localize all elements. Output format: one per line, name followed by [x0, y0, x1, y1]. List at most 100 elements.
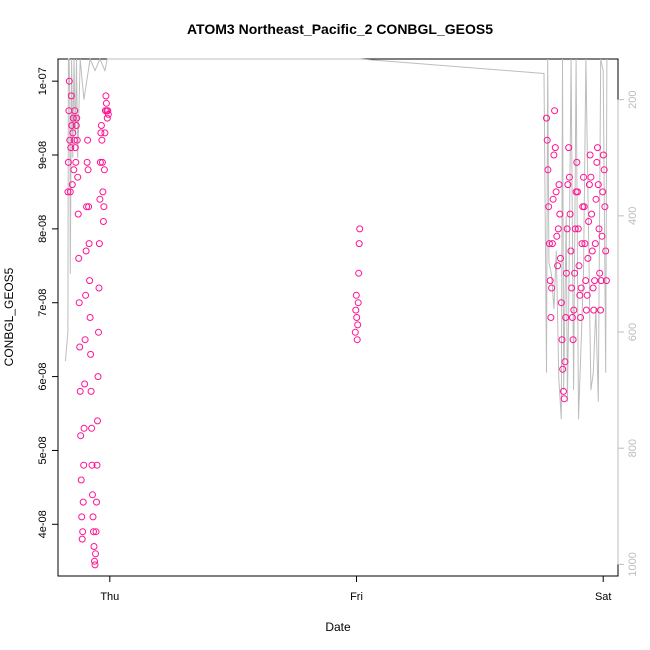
data-point [573, 158, 581, 166]
data-point [574, 225, 582, 233]
data-point [80, 461, 88, 469]
data-point [586, 151, 594, 159]
data-point [595, 225, 603, 233]
x-axis: Thu Fri Sat [100, 575, 611, 603]
data-point [553, 232, 561, 240]
data-point [97, 122, 105, 129]
data-point [102, 92, 110, 100]
data-point [78, 535, 86, 543]
data-point [101, 129, 109, 137]
data-point [575, 262, 583, 270]
data-point [93, 461, 101, 469]
data-point [75, 254, 83, 262]
data-point [545, 203, 553, 211]
data-point [568, 284, 576, 292]
data-point [95, 328, 102, 336]
data-point [582, 277, 590, 285]
y-tick-label: 5e-08 [37, 436, 49, 464]
data-point [86, 277, 94, 285]
data-point [351, 328, 359, 336]
data-point [100, 166, 108, 174]
data-point [99, 218, 107, 225]
data-point [548, 284, 556, 292]
data-point [599, 188, 607, 196]
data-point [584, 254, 592, 262]
data-point [91, 561, 99, 569]
data-point [588, 210, 596, 218]
plot-frame [57, 58, 619, 577]
data-point [86, 314, 94, 321]
data-point [565, 173, 573, 181]
right-tick-label: 400 [627, 207, 639, 225]
data-point [64, 158, 72, 166]
data-point [587, 173, 595, 181]
right-tick-label: 600 [627, 323, 639, 341]
data-point [592, 195, 600, 203]
data-point [352, 291, 360, 299]
y-tick-label: 4e-08 [37, 510, 49, 538]
y-axis-label: CONBGL_GEOS5 [2, 267, 16, 366]
data-point [104, 110, 112, 118]
data-point [88, 424, 96, 432]
y-tick-label: 9e-08 [37, 141, 49, 169]
data-point [554, 225, 562, 233]
y-tick-label: 1e-07 [37, 67, 49, 95]
right-axis: 200 400 600 800 1000 [617, 90, 639, 577]
data-point [77, 432, 85, 440]
data-point [94, 417, 101, 425]
data-point [66, 188, 74, 196]
data-point [593, 158, 601, 166]
data-point [554, 262, 562, 270]
data-point [565, 144, 573, 152]
data-point [560, 395, 568, 403]
right-tick-label: 1000 [627, 552, 639, 576]
y-axis: 4e-08 5e-08 6e-08 7e-08 8e-08 9e-08 1e-07 [37, 67, 59, 538]
data-point [77, 476, 85, 484]
data-point [356, 225, 364, 233]
data-point [73, 114, 81, 122]
data-point [571, 269, 579, 277]
data-point [85, 240, 93, 248]
data-point [589, 284, 597, 292]
data-point [551, 144, 559, 152]
data-point [81, 336, 89, 344]
data-point [355, 240, 363, 248]
data-point [562, 314, 570, 321]
data-point [588, 247, 596, 255]
data-point [76, 343, 84, 351]
data-point [80, 424, 88, 432]
data-point [557, 299, 565, 307]
data-point [559, 365, 567, 373]
data-point [576, 291, 584, 299]
points-layer [64, 77, 610, 569]
data-point [98, 158, 106, 166]
data-point [547, 314, 555, 321]
x-tick-label: Thu [100, 591, 119, 603]
data-point [580, 173, 587, 181]
data-point [94, 373, 102, 381]
data-point [85, 203, 93, 211]
data-point [571, 225, 579, 233]
data-point [93, 498, 100, 506]
data-point [562, 269, 570, 277]
data-point [74, 210, 82, 218]
data-point [99, 188, 107, 196]
data-point [79, 528, 87, 536]
data-point [543, 136, 551, 144]
data-point [95, 284, 103, 292]
data-point [98, 136, 106, 144]
data-point [68, 181, 76, 189]
data-point [68, 122, 76, 129]
data-point [96, 158, 104, 166]
data-point [67, 144, 75, 152]
data-point [104, 107, 112, 115]
y-tick-label: 7e-08 [37, 289, 49, 317]
data-point [84, 136, 92, 144]
y-tick-label: 8e-08 [37, 215, 49, 243]
data-point [91, 557, 98, 565]
data-point [70, 166, 78, 174]
data-point [71, 144, 79, 152]
data-point [82, 291, 90, 299]
data-point [580, 203, 588, 211]
data-point [78, 513, 86, 521]
